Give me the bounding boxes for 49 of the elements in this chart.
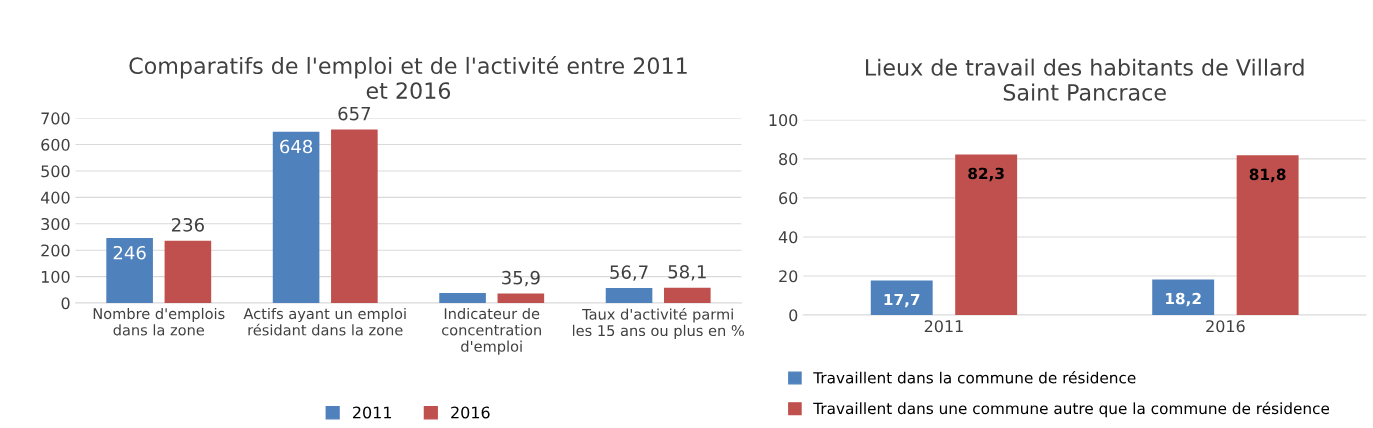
x-tick-label: 2011 [924, 320, 963, 333]
data-label: 56,7 [610, 265, 648, 281]
data-label: 35,9 [502, 270, 540, 287]
x-tick-label: Actifs ayant un emploi résidant dans la zone [243, 307, 406, 336]
bar [497, 293, 545, 304]
x-tick-label: Taux d'activité parmi les 15 ans ou plus en % [572, 307, 744, 339]
y-tick-label: 0 [61, 297, 70, 310]
data-label: 18,2 [1166, 292, 1201, 307]
legend-label: Travaillent dans une commune autre que la commune de résidence [813, 401, 1330, 418]
y-tick-label: 700 [41, 112, 70, 125]
bar [664, 287, 711, 304]
chart-title: Comparatifs de l'emploi et de l'activité entre 2011 et 2016 [129, 56, 687, 99]
y-tick-label: 20 [779, 270, 798, 283]
data-label: 81,8 [1249, 168, 1286, 183]
legend-label: 2011 [353, 406, 392, 419]
bar [605, 288, 653, 304]
bar [331, 129, 378, 304]
y-tick-label: 0 [789, 309, 798, 322]
x-tick-label: 2016 [1206, 320, 1245, 333]
y-tick-label: 60 [779, 192, 798, 205]
data-label: 657 [338, 106, 371, 121]
x-tick-label: Indicateur de concentration d'emploi [442, 307, 541, 355]
bar [955, 154, 1018, 316]
legend-label: Travaillent dans la commune de résidence [813, 371, 1136, 384]
bar [164, 240, 212, 304]
y-tick-label: 100 [769, 114, 798, 127]
bar [272, 131, 320, 304]
bar [1236, 155, 1299, 316]
y-tick-label: 100 [41, 270, 70, 283]
bar [870, 280, 933, 316]
y-tick-label: 600 [41, 138, 70, 151]
data-label: 648 [280, 139, 313, 154]
data-label: 236 [171, 217, 204, 232]
y-tick-label: 200 [41, 244, 70, 257]
bar [106, 238, 153, 304]
y-tick-label: 500 [41, 165, 70, 178]
bar [439, 292, 486, 304]
y-tick-label: 40 [778, 231, 798, 244]
chart-title: Lieux de travail des habitants de Villard Saint Pancrace [865, 58, 1304, 101]
data-label: 17,7 [884, 293, 920, 308]
y-tick-label: 80 [779, 153, 798, 166]
x-tick-label: Nombre d'emplois dans la zone [93, 307, 225, 336]
bar [1152, 279, 1215, 316]
y-tick-label: 400 [40, 191, 70, 204]
y-tick-label: 300 [41, 218, 70, 231]
data-label: 82,3 [968, 167, 1004, 182]
data-label: 246 [113, 245, 146, 260]
data-label: 58,1 [668, 264, 706, 281]
legend-label: 2016 [451, 406, 490, 419]
